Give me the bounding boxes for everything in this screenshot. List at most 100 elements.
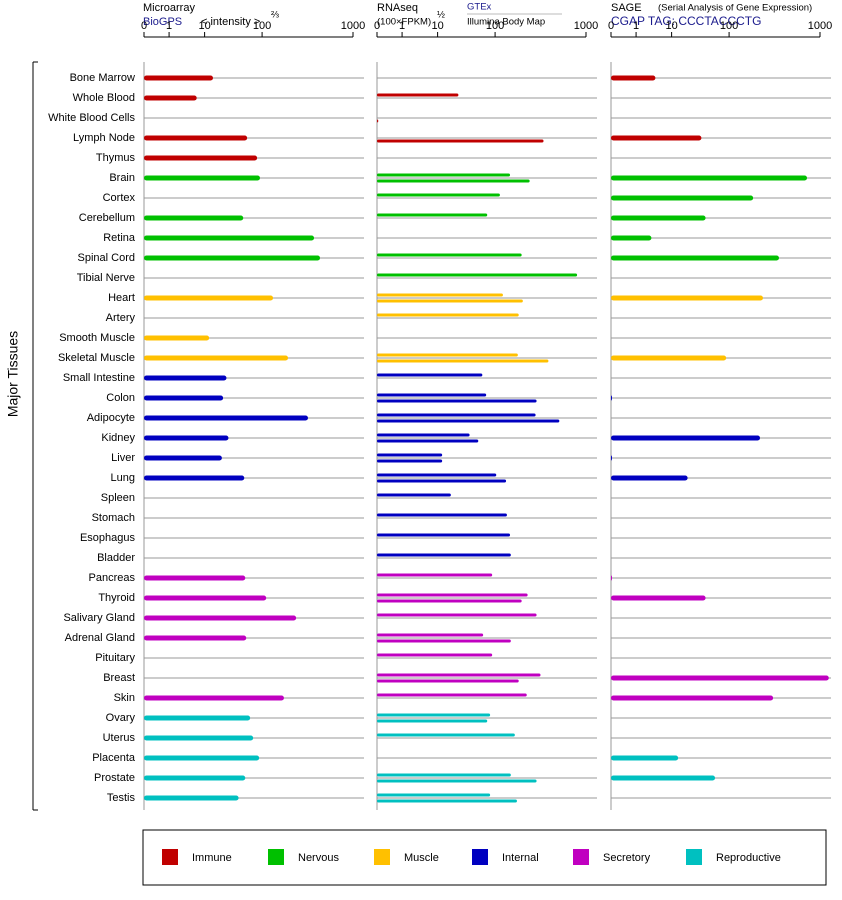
x-tick-label: 0 — [608, 20, 614, 32]
bar — [144, 775, 246, 781]
bar — [144, 255, 321, 261]
panel-title: RNAseq — [377, 2, 418, 14]
panel-source: BioGPS — [143, 16, 182, 28]
category-label: Salivary Gland — [63, 612, 135, 624]
bar — [144, 235, 315, 241]
bar — [377, 253, 522, 257]
bar — [144, 475, 245, 481]
legend-swatch — [268, 849, 284, 865]
bar — [377, 373, 483, 377]
category-label: Pituitary — [95, 652, 135, 664]
bar — [144, 755, 260, 761]
bar — [377, 693, 527, 697]
legend-label: Nervous — [298, 852, 339, 864]
x-tick-label: 10 — [198, 20, 210, 32]
panel-subtitle: (Serial Analysis of Gene Expression) — [658, 3, 812, 14]
bar — [377, 313, 519, 317]
bar — [611, 355, 727, 361]
bar — [611, 395, 613, 401]
category-label: Brain — [109, 172, 135, 184]
bar — [377, 733, 515, 737]
series-name: Illumina Body Map — [467, 17, 545, 28]
category-label: White Blood Cells — [48, 112, 135, 124]
bar — [611, 775, 716, 781]
bar — [611, 135, 702, 141]
category-label: Skeletal Muscle — [58, 352, 135, 364]
legend-label: Muscle — [404, 852, 439, 864]
bar — [611, 175, 808, 181]
bar — [611, 675, 829, 681]
x-tick-label: 10 — [665, 20, 677, 32]
bar — [377, 139, 544, 143]
bar — [377, 513, 507, 517]
category-label: Heart — [108, 292, 135, 304]
legend-label: Secretory — [603, 852, 651, 864]
bar — [377, 679, 519, 683]
exponent: ½ — [437, 10, 445, 21]
x-tick-label: 1 — [633, 20, 639, 32]
bar — [611, 195, 754, 201]
bar — [611, 255, 779, 261]
bar — [144, 95, 197, 101]
bar — [377, 713, 491, 717]
x-tick-label: 100 — [486, 20, 504, 32]
bar — [377, 773, 511, 777]
category-label: Tibial Nerve — [77, 272, 135, 284]
panel-subtitle: (100×FPKM) — [377, 17, 431, 28]
legend-label: Internal — [502, 852, 539, 864]
category-label: Uterus — [103, 732, 136, 744]
x-tick-label: 1 — [399, 20, 405, 32]
bar — [377, 459, 443, 463]
bar — [377, 413, 536, 417]
exponent: ⅔ — [271, 10, 279, 21]
bar — [377, 419, 560, 423]
category-label: Stomach — [92, 512, 135, 524]
bar — [377, 213, 488, 217]
bar — [611, 755, 679, 761]
category-label: Cerebellum — [79, 212, 135, 224]
bar — [377, 573, 493, 577]
bar — [377, 799, 517, 803]
bar — [377, 793, 491, 797]
bar — [377, 353, 518, 357]
bar — [611, 75, 656, 81]
legend-swatch — [573, 849, 589, 865]
category-label: Prostate — [94, 772, 135, 784]
legend-swatch — [472, 849, 488, 865]
category-label: Breast — [103, 672, 135, 684]
category-label: Adipocyte — [87, 412, 135, 424]
category-label: Small Intestine — [63, 372, 135, 384]
category-label: Esophagus — [80, 532, 136, 544]
bar — [144, 75, 214, 81]
series-name: GTEx — [467, 2, 492, 13]
category-label: Cortex — [103, 192, 136, 204]
bar — [144, 175, 261, 181]
x-tick-label: 1 — [166, 20, 172, 32]
x-tick-label: 100 — [253, 20, 271, 32]
bar — [377, 553, 511, 557]
category-label: Ovary — [106, 712, 136, 724]
bar — [377, 479, 507, 483]
category-label: Liver — [111, 452, 135, 464]
bar — [377, 533, 511, 537]
bar — [144, 355, 289, 361]
legend-swatch — [686, 849, 702, 865]
bar — [611, 295, 763, 301]
category-label: Artery — [106, 312, 136, 324]
bar — [377, 599, 522, 603]
bar — [144, 455, 222, 461]
bar — [144, 155, 258, 161]
category-label: Testis — [107, 792, 136, 804]
bar — [611, 695, 774, 701]
category-label: Skin — [114, 692, 135, 704]
bar — [144, 295, 274, 301]
bar — [377, 439, 479, 443]
bar — [144, 215, 244, 221]
bar — [144, 375, 227, 381]
bar — [377, 673, 541, 677]
bar — [377, 779, 537, 783]
category-label: Placenta — [92, 752, 136, 764]
bar — [377, 639, 511, 643]
bar — [377, 593, 528, 597]
category-label: Bone Marrow — [70, 72, 135, 84]
